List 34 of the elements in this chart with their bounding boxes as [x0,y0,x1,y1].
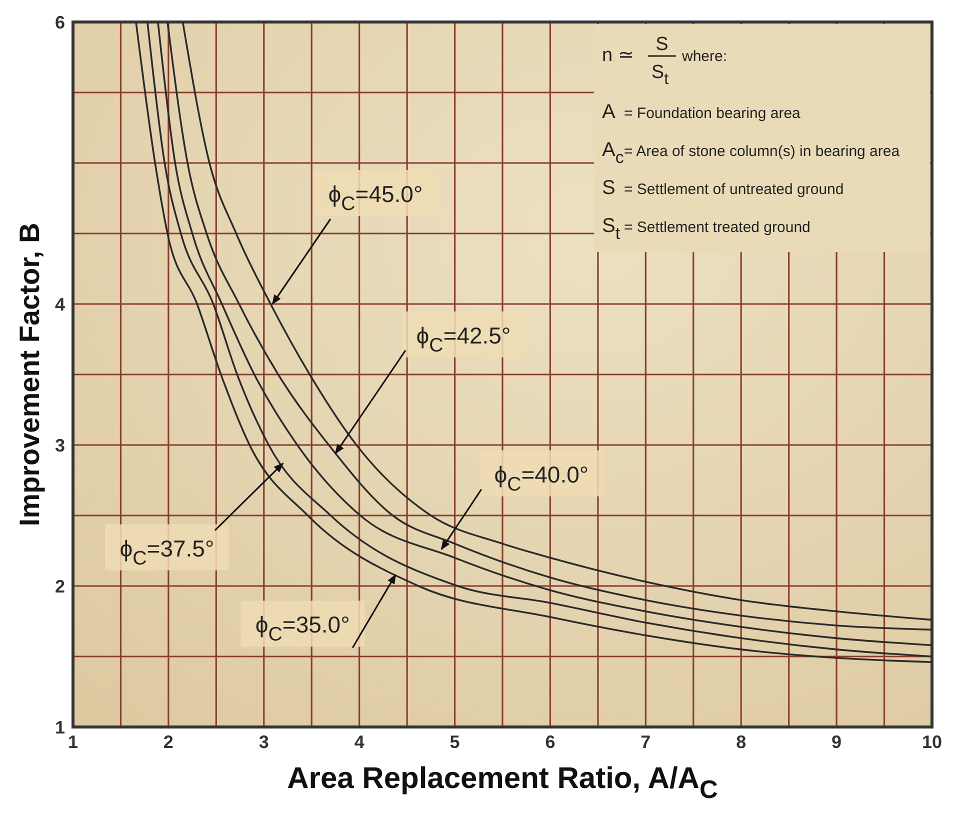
annotation: = Settlement treated ground [624,219,810,236]
x-axis-title: Area Replacement Ratio, A/A$_{C}$ [287,762,718,804]
annotation: ϕ$_{C}$=40.0° [494,461,589,496]
x-tick-label: 7 [640,732,651,752]
annotation: S [656,34,668,55]
y-axis-title: Improvement Factor, B [14,222,44,526]
annotation: = Area of stone column(s) in bearing area [624,143,900,160]
x-tick-label: 9 [832,732,842,752]
annotation: S$_{t}$ [602,215,620,243]
annotation: where: [681,48,728,65]
x-tick-label: 4 [354,732,364,752]
annotation: ϕ$_{C}$=35.0° [255,612,350,646]
x-tick-label: 2 [163,732,174,752]
annotation: ϕ$_{C}$=42.5° [416,322,511,356]
y-tick-label: 2 [54,576,65,596]
annotation: ϕ$_{C}$=45.0° [328,181,423,215]
annotation: ϕ$_{C}$=37.5° [120,535,214,570]
x-tick-label: 1 [68,732,78,752]
x-tick-label: 8 [736,732,746,752]
y-tick-label: 3 [54,435,65,456]
x-tick-label: 10 [922,732,942,752]
x-tick-label: 6 [545,732,556,752]
y-tick-label: 1 [54,717,65,738]
annotation: = Settlement of untreated ground [624,181,844,198]
annotation: = Foundation bearing area [624,105,802,122]
annotation: S$_{t}$ [651,62,670,88]
x-tick-label: 3 [258,732,269,752]
annotation: A [602,101,616,123]
y-tick-label: 4 [54,294,65,314]
annotation: A$_{c}$ [602,139,624,167]
x-tick-label: 5 [450,732,460,752]
y-tick-label: 6 [54,12,65,32]
annotation: n ≃ [602,45,634,66]
annotation: S [602,177,616,199]
